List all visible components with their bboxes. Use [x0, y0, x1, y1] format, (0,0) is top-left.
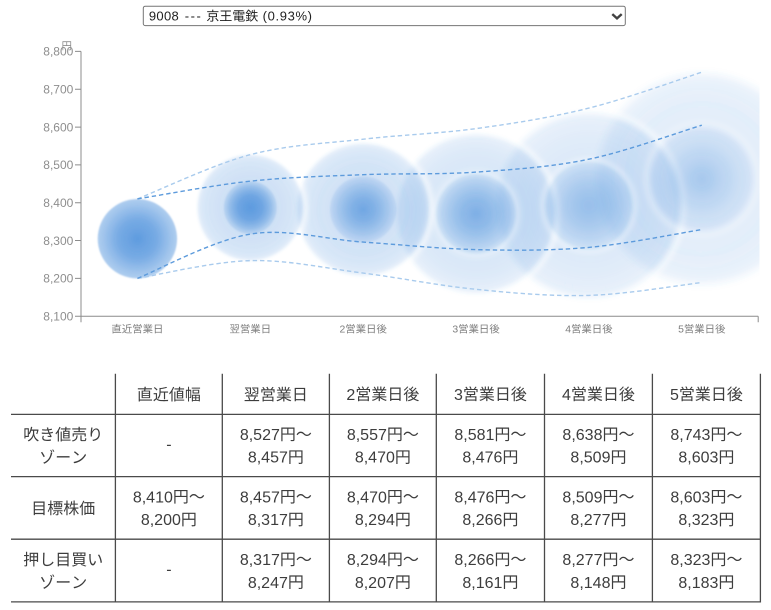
svg-text:8,323: 8,323 [678, 512, 718, 529]
svg-text:8,581: 8,581 [454, 427, 494, 444]
svg-text:8,294: 8,294 [355, 512, 395, 529]
svg-text:8,100: 8,100 [43, 310, 73, 324]
svg-text:3: 3 [452, 325, 458, 336]
svg-text:8,400: 8,400 [43, 196, 73, 210]
svg-text:8,317: 8,317 [248, 512, 288, 529]
svg-text:8,294: 8,294 [347, 552, 387, 569]
svg-text:8,317: 8,317 [240, 552, 280, 569]
svg-text:8,300: 8,300 [43, 234, 73, 248]
svg-text:8,266: 8,266 [454, 552, 494, 569]
svg-text:8,509: 8,509 [570, 450, 610, 467]
svg-text:8,323: 8,323 [670, 552, 710, 569]
svg-text:4: 4 [562, 387, 571, 404]
svg-text:8,161: 8,161 [462, 575, 502, 592]
svg-text:8,277: 8,277 [562, 552, 602, 569]
svg-text:8,743: 8,743 [670, 427, 710, 444]
svg-text:8,200: 8,200 [43, 272, 73, 286]
svg-text:4: 4 [565, 325, 571, 336]
svg-text:8,509: 8,509 [562, 489, 602, 506]
svg-text:---: --- [185, 9, 203, 24]
svg-text:8,148: 8,148 [570, 575, 610, 592]
svg-text:8,476: 8,476 [454, 489, 494, 506]
svg-text:8,603: 8,603 [670, 489, 710, 506]
svg-text:5: 5 [678, 325, 684, 336]
svg-text:8,457: 8,457 [240, 489, 280, 506]
svg-text:3: 3 [454, 387, 463, 404]
svg-text:-: - [166, 437, 171, 454]
svg-text:8,247: 8,247 [248, 575, 288, 592]
svg-text:8,200: 8,200 [141, 512, 181, 529]
svg-text:(0.93%): (0.93%) [263, 9, 313, 24]
svg-text:2: 2 [339, 325, 345, 336]
svg-text:8,600: 8,600 [43, 120, 73, 134]
svg-text:8,470: 8,470 [347, 489, 387, 506]
svg-text:8,500: 8,500 [43, 158, 73, 172]
svg-text:8,527: 8,527 [240, 427, 280, 444]
svg-text:8,470: 8,470 [355, 450, 395, 467]
svg-text:8,557: 8,557 [347, 427, 387, 444]
svg-text:8,638: 8,638 [562, 427, 602, 444]
svg-text:2: 2 [346, 387, 355, 404]
svg-text:9008: 9008 [149, 9, 179, 24]
svg-text:8,700: 8,700 [43, 83, 73, 97]
svg-text:8,277: 8,277 [570, 512, 610, 529]
svg-text:8,183: 8,183 [678, 575, 718, 592]
svg-text:8,457: 8,457 [248, 450, 288, 467]
svg-text:8,476: 8,476 [462, 450, 502, 467]
svg-text:8,410: 8,410 [133, 489, 173, 506]
svg-text:8,207: 8,207 [355, 575, 395, 592]
svg-text:8,800: 8,800 [43, 45, 73, 59]
svg-text:8,266: 8,266 [462, 512, 502, 529]
svg-text:-: - [166, 562, 171, 579]
svg-text:5: 5 [670, 387, 679, 404]
svg-text:8,603: 8,603 [678, 450, 718, 467]
